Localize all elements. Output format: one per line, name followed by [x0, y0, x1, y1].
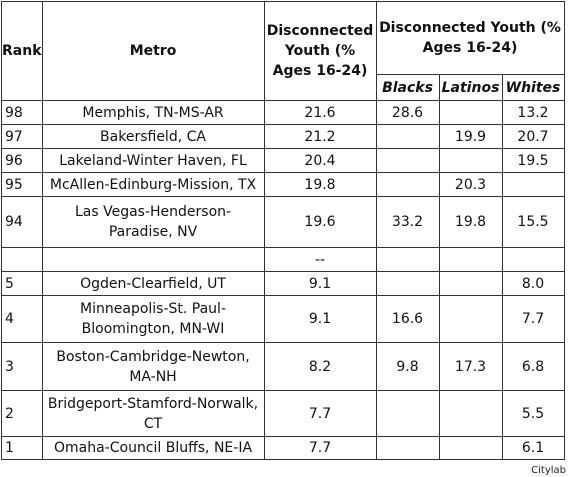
- cell-overall: 19.8: [263, 172, 377, 197]
- cell-metro: [41, 247, 265, 272]
- header-latinos: Latinos: [438, 74, 503, 101]
- cell-rank: [1, 247, 43, 272]
- cell-rank: 1: [1, 436, 43, 460]
- cell-blacks: 9.8: [375, 342, 440, 391]
- table-body: 98 Memphis, TN-MS-AR 21.6 28.6 13.2 97 Bakersf…: [1, 100, 565, 460]
- cell-whites: 20.7: [501, 124, 565, 149]
- cell-overall: 19.6: [263, 196, 377, 248]
- cell-whites: 15.5: [501, 196, 565, 248]
- cell-metro: Bakersfield, CA: [41, 124, 265, 149]
- cell-latinos: [438, 247, 503, 272]
- cell-blacks: [375, 436, 440, 460]
- cell-metro: Boston-Cambridge-Newton, MA-NH: [41, 342, 265, 391]
- table-row: 98 Memphis, TN-MS-AR 21.6 28.6 13.2: [1, 100, 565, 125]
- cell-rank: 2: [1, 390, 43, 437]
- cell-overall: --: [263, 247, 377, 272]
- cell-blacks: [375, 124, 440, 149]
- cell-overall: 20.4: [263, 148, 377, 173]
- table-row: 94 Las Vegas-Henderson-Paradise, NV 19.6 33…: [1, 196, 565, 248]
- cell-rank: 97: [1, 124, 43, 149]
- cell-overall: 7.7: [263, 436, 377, 460]
- cell-metro: Las Vegas-Henderson-Paradise, NV: [41, 196, 265, 248]
- cell-whites: 6.1: [501, 436, 565, 460]
- cell-blacks: [375, 271, 440, 296]
- table-row: 97 Bakersfield, CA 21.2 19.9 20.7: [1, 124, 565, 149]
- cell-metro: Omaha-Council Bluffs, NE-IA: [41, 436, 265, 460]
- header-metro: Metro: [41, 1, 265, 101]
- cell-blacks: [375, 172, 440, 197]
- table-row: 4 Minneapolis-St. Paul-Bloomington, MN-WI…: [1, 295, 565, 343]
- cell-whites: 7.7: [501, 295, 565, 343]
- cell-whites: 13.2: [501, 100, 565, 125]
- table-row: 1 Omaha-Council Bluffs, NE-IA 7.7 6.1: [1, 436, 565, 460]
- cell-latinos: 17.3: [438, 342, 503, 391]
- cell-latinos: [438, 271, 503, 296]
- header-blacks: Blacks: [375, 74, 440, 101]
- cell-overall: 21.6: [263, 100, 377, 125]
- header-group: Disconnected Youth (% Ages 16-24): [375, 1, 565, 75]
- table-row: 3 Boston-Cambridge-Newton, MA-NH 8.2 9.8 17.…: [1, 342, 565, 391]
- cell-latinos: [438, 295, 503, 343]
- cell-latinos: [438, 100, 503, 125]
- cell-blacks: [375, 390, 440, 437]
- cell-overall: 9.1: [263, 295, 377, 343]
- table-row: 5 Ogden-Clearfield, UT 9.1 8.0: [1, 271, 565, 296]
- cell-overall: 7.7: [263, 390, 377, 437]
- cell-metro: Lakeland-Winter Haven, FL: [41, 148, 265, 173]
- cell-rank: 4: [1, 295, 43, 343]
- cell-whites: 19.5: [501, 148, 565, 173]
- cell-rank: 96: [1, 148, 43, 173]
- cell-blacks: 28.6: [375, 100, 440, 125]
- cell-overall: 9.1: [263, 271, 377, 296]
- header-rank: Rank: [1, 1, 43, 101]
- cell-metro: McAllen-Edinburg-Mission, TX: [41, 172, 265, 197]
- cell-blacks: [375, 148, 440, 173]
- cell-metro: Ogden-Clearfield, UT: [41, 271, 265, 296]
- cell-whites: [501, 247, 565, 272]
- header-overall: Disconnected Youth (% Ages 16-24): [263, 1, 377, 101]
- cell-latinos: [438, 390, 503, 437]
- cell-rank: 5: [1, 271, 43, 296]
- cell-rank: 94: [1, 196, 43, 248]
- cell-blacks: 16.6: [375, 295, 440, 343]
- table-row: --: [1, 247, 565, 272]
- cell-whites: [501, 172, 565, 197]
- cell-rank: 98: [1, 100, 43, 125]
- cell-metro: Bridgeport-Stamford-Norwalk, CT: [41, 390, 265, 437]
- cell-metro: Minneapolis-St. Paul-Bloomington, MN-WI: [41, 295, 265, 343]
- cell-whites: 8.0: [501, 271, 565, 296]
- cell-latinos: 20.3: [438, 172, 503, 197]
- disconnected-youth-table: Rank Metro Disconnected Youth (% Ages 16…: [1, 1, 565, 460]
- table-row: 96 Lakeland-Winter Haven, FL 20.4 19.5: [1, 148, 565, 173]
- cell-whites: 5.5: [501, 390, 565, 437]
- cell-blacks: [375, 247, 440, 272]
- header-whites: Whites: [501, 74, 565, 101]
- cell-latinos: [438, 148, 503, 173]
- cell-latinos: [438, 436, 503, 460]
- cell-latinos: 19.8: [438, 196, 503, 248]
- cell-rank: 3: [1, 342, 43, 391]
- cell-whites: 6.8: [501, 342, 565, 391]
- cell-blacks: 33.2: [375, 196, 440, 248]
- cell-rank: 95: [1, 172, 43, 197]
- table-row: 95 McAllen-Edinburg-Mission, TX 19.8 20.3: [1, 172, 565, 197]
- source-credit: Citylab: [531, 465, 566, 476]
- cell-metro: Memphis, TN-MS-AR: [41, 100, 265, 125]
- cell-overall: 21.2: [263, 124, 377, 149]
- cell-latinos: 19.9: [438, 124, 503, 149]
- cell-overall: 8.2: [263, 342, 377, 391]
- table-row: 2 Bridgeport-Stamford-Norwalk, CT 7.7 5.5: [1, 390, 565, 437]
